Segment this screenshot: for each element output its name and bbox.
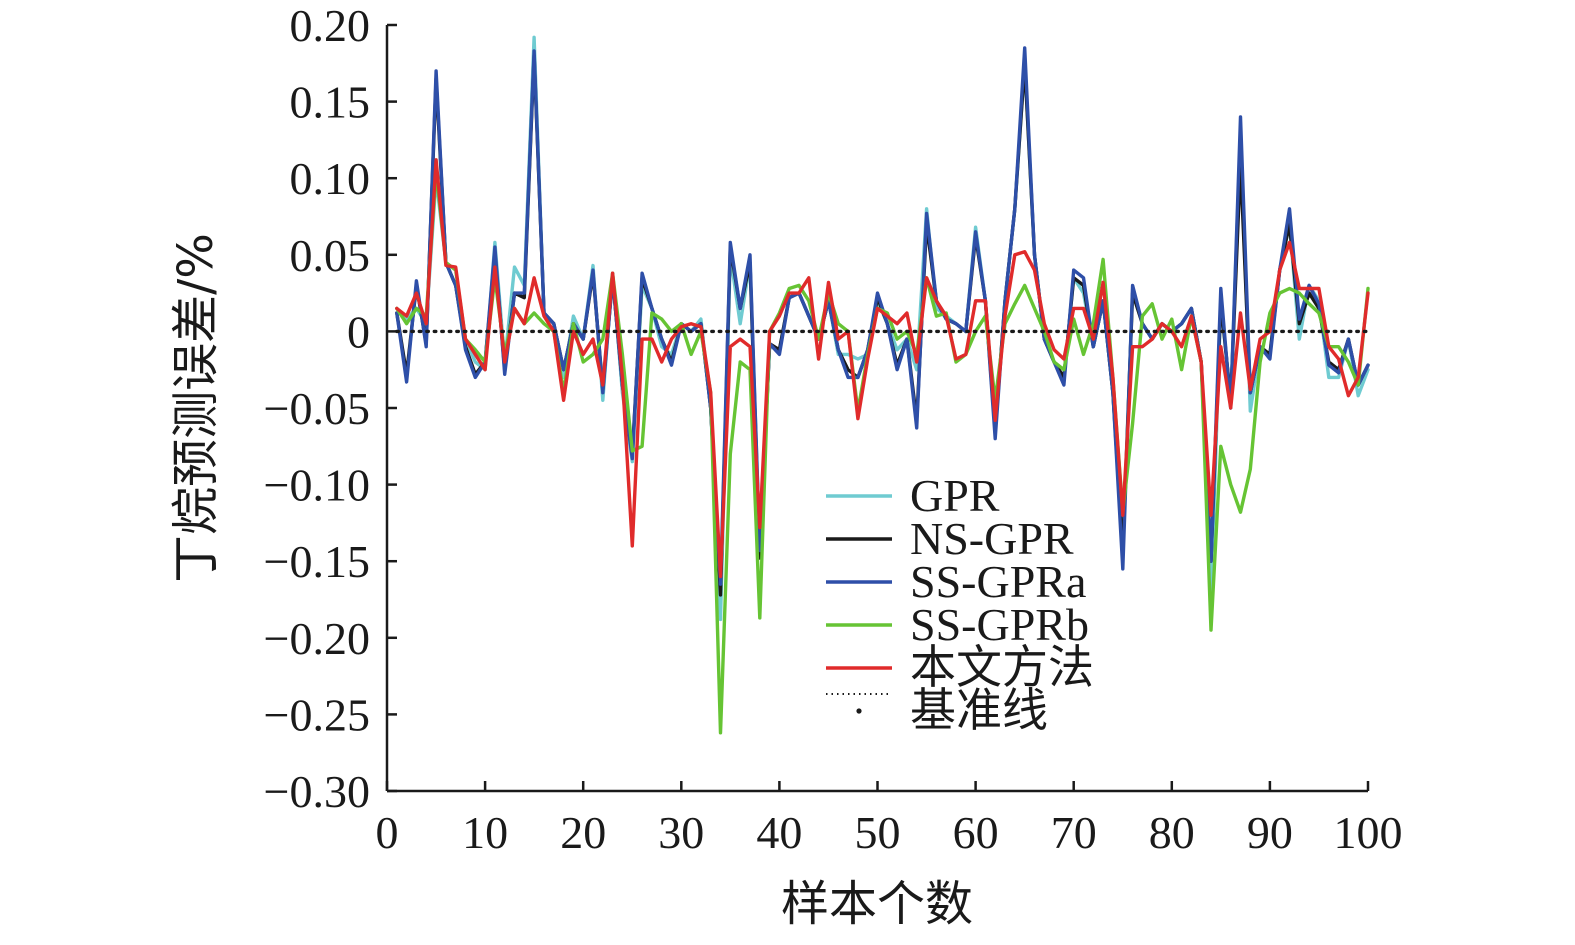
y-tick-label: 0.15 [290,77,371,128]
x-tick-label: 50 [855,807,901,858]
x-tick-label: 0 [376,807,399,858]
y-tick-label: 0.10 [290,153,371,204]
legend-label: 基准线 [910,683,1048,737]
y-tick-label: −0.15 [264,536,370,587]
series-group [395,35,1370,735]
y-tick-label: −0.20 [264,613,370,664]
x-tick-label: 90 [1247,807,1293,858]
y-tick-label: −0.10 [264,460,370,511]
legend-label: 本文方法 [910,640,1094,694]
x-tick-label: 70 [1051,807,1097,858]
y-ticks: 0.20 0.15 0.10 0.05 0 −0.05 −0.10 −0.15 −0.20 −0.… [264,0,397,817]
x-tick-label: 40 [756,807,802,858]
y-tick-label: −0.25 [264,689,370,740]
x-tick-label: 30 [658,807,704,858]
x-tick-label: 20 [560,807,606,858]
x-tick-label: 80 [1149,807,1195,858]
y-tick-label: −0.30 [264,766,370,817]
y-tick-label: 0 [347,306,370,357]
x-ticks: 0 10 20 30 40 50 60 70 80 90 100 [376,781,1403,858]
legend-label: GPR [910,470,1000,521]
y-tick-label: −0.05 [264,383,370,434]
y-axis-title: 丁烷预测误差/% [168,233,224,583]
x-tick-label: 10 [462,807,508,858]
legend-marker [856,708,862,714]
y-tick-label: 0.05 [290,230,371,281]
legend-label: SS-GPRa [910,556,1086,607]
legend-label: SS-GPRb [910,599,1089,650]
x-axis-title: 样本个数 [781,876,973,932]
series-line-4 [395,158,1370,579]
y-tick-label: 0.20 [290,0,371,51]
axes [385,25,1368,793]
x-tick-label: 100 [1334,807,1403,858]
legend-label: NS-GPR [910,513,1074,564]
x-tick-label: 60 [953,807,999,858]
